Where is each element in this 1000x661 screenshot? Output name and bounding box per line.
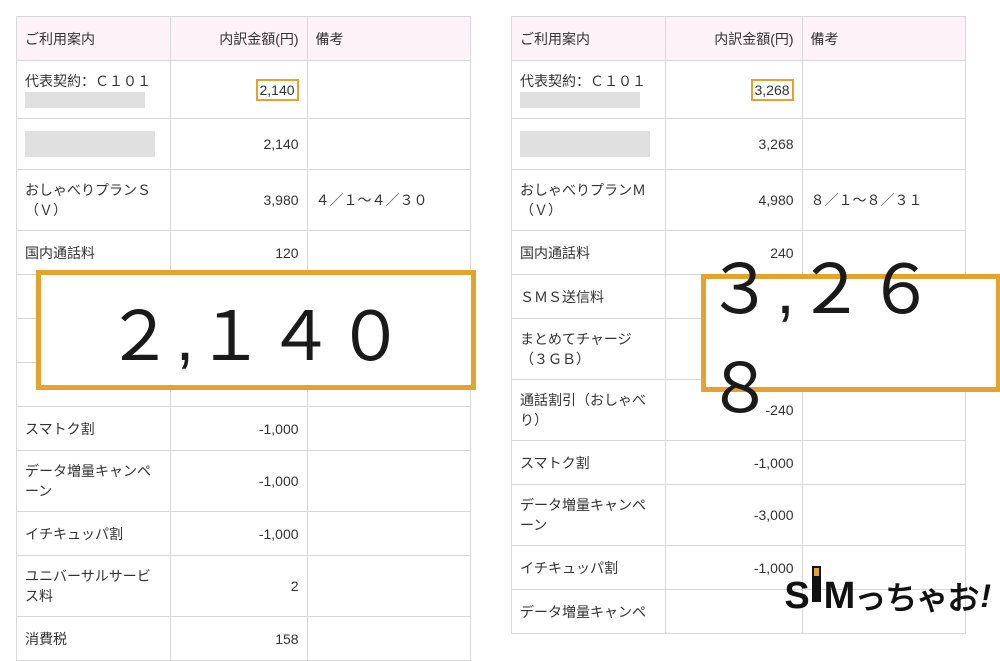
table-header-row: ご利用案内 内訳金額(円) 備考 xyxy=(512,17,966,61)
table-row: 3,268 xyxy=(512,119,966,170)
cell-amount: 2,140 xyxy=(171,61,307,119)
cell-label xyxy=(17,119,171,170)
cell-note: ８／１～８／３１ xyxy=(802,170,965,231)
tables-container: ご利用案内 内訳金額(円) 備考 代表契約：Ｃ１０１2,1402,140おしゃべ… xyxy=(16,16,984,661)
table-row: イチキュッパ割-1,000 xyxy=(17,512,471,556)
highlighted-amount: 2,140 xyxy=(256,79,299,101)
cell-amount: 3,268 xyxy=(666,61,802,119)
table-row: おしゃべりプランＭ（Ｖ）4,980８／１～８／３１ xyxy=(512,170,966,231)
left-zoom-value: ２,１４０ xyxy=(106,281,407,380)
redacted-block xyxy=(520,92,640,108)
logo-text-m: M xyxy=(824,575,855,618)
table-row: 代表契約：Ｃ１０１ 3,268 xyxy=(512,61,966,119)
cell-note xyxy=(802,441,965,485)
cell-label: 国内通話料 xyxy=(17,231,171,275)
cell-amount: -3,000 xyxy=(666,485,802,546)
highlighted-amount: 3,268 xyxy=(751,79,794,101)
cell-label: スマトク割 xyxy=(512,441,666,485)
contract-label: 代表契約：Ｃ１０１ xyxy=(25,73,151,89)
cell-amount xyxy=(666,590,802,634)
cell-label: おしゃべりプランＳ（Ｖ） xyxy=(17,170,171,231)
logo-text-jp: っちゃお xyxy=(854,573,978,619)
cell-label: データ増量キャンペーン xyxy=(512,485,666,546)
redacted-block xyxy=(25,92,145,108)
cell-label: イチキュッパ割 xyxy=(512,546,666,590)
cell-amount: 2,140 xyxy=(171,119,307,170)
cell-label xyxy=(512,119,666,170)
cell-note xyxy=(307,451,470,512)
cell-amount: -1,000 xyxy=(171,407,307,451)
cell-note xyxy=(307,61,470,119)
table-row: 消費税158 xyxy=(17,617,471,661)
table-row: 2,140 xyxy=(17,119,471,170)
table-header-row: ご利用案内 内訳金額(円) 備考 xyxy=(17,17,471,61)
cell-note xyxy=(307,407,470,451)
left-zoom-callout: ２,１４０ xyxy=(36,270,476,390)
header-amount: 内訳金額(円) xyxy=(171,17,307,61)
cell-amount: 3,268 xyxy=(666,119,802,170)
cell-label: 代表契約：Ｃ１０１ xyxy=(17,61,171,119)
contract-label: 代表契約：Ｃ１０１ xyxy=(520,73,646,89)
table-row: スマトク割-1,000 xyxy=(17,407,471,451)
cell-note xyxy=(802,485,965,546)
cell-note xyxy=(802,119,965,170)
logo-text-ex: ! xyxy=(980,578,990,615)
table-row: データ増量キャンペーン-1,000 xyxy=(17,451,471,512)
table-row: スマトク割-1,000 xyxy=(512,441,966,485)
cell-label: イチキュッパ割 xyxy=(17,512,171,556)
cell-label: データ増量キャンペ xyxy=(512,590,666,634)
header-label: ご利用案内 xyxy=(512,17,666,61)
table-row: データ増量キャンペーン-3,000 xyxy=(512,485,966,546)
cell-label: ＳＭＳ送信料 xyxy=(512,275,666,319)
right-zoom-value: ３,２６８ xyxy=(706,234,996,432)
cell-amount: -1,000 xyxy=(171,512,307,556)
cell-note xyxy=(307,231,470,275)
cell-note xyxy=(802,61,965,119)
cell-label: 消費税 xyxy=(17,617,171,661)
table-row: ユニバーサルサービス料2 xyxy=(17,556,471,617)
cell-amount: 158 xyxy=(171,617,307,661)
cell-note xyxy=(307,556,470,617)
cell-label: おしゃべりプランＭ（Ｖ） xyxy=(512,170,666,231)
cell-amount: -1,000 xyxy=(666,546,802,590)
cell-note xyxy=(307,617,470,661)
cell-label: データ増量キャンペーン xyxy=(17,451,171,512)
right-panel: ご利用案内 内訳金額(円) 備考 代表契約：Ｃ１０１3,2683,268おしゃべ… xyxy=(511,16,966,661)
cell-label: まとめてチャージ（３ＧＢ） xyxy=(512,319,666,380)
redacted-block xyxy=(520,131,650,157)
cell-note xyxy=(307,512,470,556)
cell-label: 国内通話料 xyxy=(512,231,666,275)
cell-label: スマトク割 xyxy=(17,407,171,451)
cell-amount: 120 xyxy=(171,231,307,275)
table-row: 代表契約：Ｃ１０１ 2,140 xyxy=(17,61,471,119)
cell-note xyxy=(307,119,470,170)
header-amount: 内訳金額(円) xyxy=(666,17,802,61)
header-note: 備考 xyxy=(802,17,965,61)
cell-amount: 3,980 xyxy=(171,170,307,231)
cell-label: 代表契約：Ｃ１０１ xyxy=(512,61,666,119)
cell-label: ユニバーサルサービス料 xyxy=(17,556,171,617)
watermark-logo: S M っちゃお ! xyxy=(784,573,990,619)
redacted-block xyxy=(25,131,155,157)
header-label: ご利用案内 xyxy=(17,17,171,61)
cell-label: 通話割引（おしゃべり） xyxy=(512,380,666,441)
left-panel: ご利用案内 内訳金額(円) 備考 代表契約：Ｃ１０１2,1402,140おしゃべ… xyxy=(16,16,471,661)
cell-amount: 2 xyxy=(171,556,307,617)
header-note: 備考 xyxy=(307,17,470,61)
right-zoom-callout: ３,２６８ xyxy=(701,274,1000,392)
table-row: おしゃべりプランＳ（Ｖ）3,980４／１～４／３０ xyxy=(17,170,471,231)
cell-amount: 4,980 xyxy=(666,170,802,231)
logo-text-s: S xyxy=(784,575,808,618)
table-row: 国内通話料120 xyxy=(17,231,471,275)
cell-note: ４／１～４／３０ xyxy=(307,170,470,231)
cell-amount: -1,000 xyxy=(666,441,802,485)
cell-amount: -1,000 xyxy=(171,451,307,512)
